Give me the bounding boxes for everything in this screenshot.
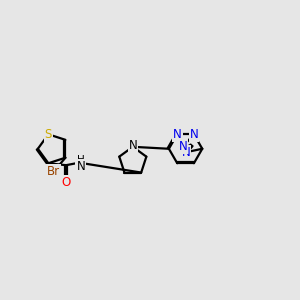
- Text: N: N: [76, 160, 85, 173]
- Text: N: N: [173, 128, 182, 141]
- Text: N: N: [182, 146, 190, 159]
- Text: N: N: [190, 128, 198, 141]
- Text: S: S: [45, 128, 52, 141]
- Text: N: N: [128, 139, 137, 152]
- Text: N: N: [178, 140, 187, 153]
- Text: H: H: [77, 155, 85, 165]
- Text: Br: Br: [47, 165, 60, 178]
- Text: O: O: [61, 176, 71, 189]
